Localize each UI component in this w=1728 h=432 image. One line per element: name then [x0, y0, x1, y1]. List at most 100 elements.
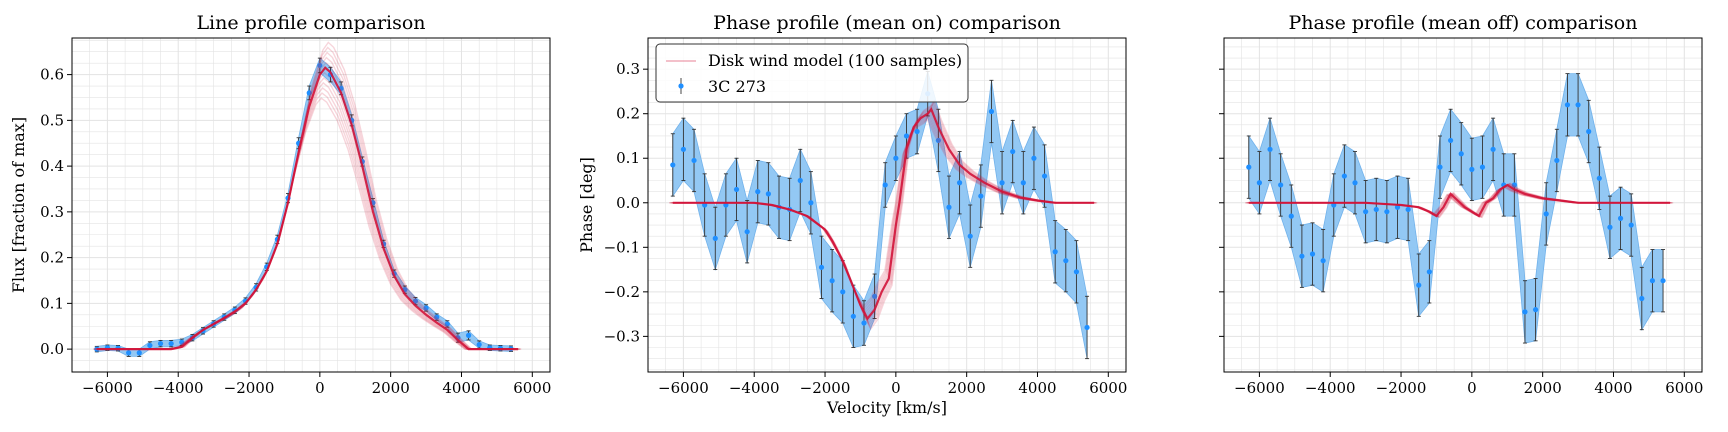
model-line: [672, 107, 1095, 321]
data-point: [1554, 157, 1560, 164]
data-point: [1416, 282, 1422, 288]
x-tick-label: −2000: [1376, 379, 1427, 397]
data-point: [978, 193, 984, 199]
data-point: [988, 108, 995, 115]
axes: −6000 −4000 −2000 0 2000 4000 6000 0.0 0.1 0.2 0.3…: [40, 66, 551, 397]
chart-panel-3: −6000 −4000 −2000 0 2000 4000 6000 Phase profil…: [1219, 12, 1703, 397]
data-point: [1384, 209, 1390, 215]
data-point: [797, 177, 803, 184]
data-point: [818, 264, 825, 270]
error-band: [672, 69, 1088, 359]
data-point: [967, 233, 973, 239]
data-point: [893, 155, 899, 161]
data-point: [1575, 102, 1581, 108]
data-point: [1405, 206, 1411, 213]
data-point: [1543, 211, 1549, 217]
data-point: [1490, 146, 1496, 152]
x-tick-label: 0: [1467, 379, 1477, 397]
data-point: [808, 200, 814, 206]
data-point: [1586, 128, 1592, 135]
x-tick-label: −6000: [82, 379, 133, 397]
y-tick-label: 0.1: [616, 149, 640, 167]
data-point: [946, 204, 952, 210]
x-axis-label: Velocity [km/s]: [826, 398, 947, 417]
y-tick-label: −0.1: [604, 238, 640, 256]
x-tick-label: 6000: [1665, 379, 1703, 397]
x-tick-label: 2000: [948, 379, 986, 397]
y-tick-label: 0.6: [40, 66, 64, 84]
x-tick-label: 4000: [1018, 379, 1056, 397]
data-point: [903, 133, 910, 139]
data-point: [1479, 164, 1486, 170]
x-tick-label: −2000: [224, 379, 275, 397]
data-point: [1522, 309, 1528, 315]
data-point: [1073, 269, 1080, 275]
y-tick-label: 0.0: [40, 340, 64, 358]
data-point: [1511, 182, 1517, 188]
data-point: [956, 180, 963, 186]
data-point: [1607, 224, 1613, 230]
data-point: [126, 350, 132, 356]
data-point: [1437, 164, 1443, 170]
data-point: [1063, 258, 1069, 264]
data-point: [1352, 180, 1358, 186]
data-point: [712, 235, 718, 241]
x-tick-label: 4000: [1594, 379, 1632, 397]
data-point: [1041, 173, 1048, 179]
data-point: [1373, 206, 1379, 213]
plot-area: [93, 41, 522, 357]
data-point: [434, 314, 440, 320]
x-tick-label: 2000: [1524, 379, 1562, 397]
data-point: [1458, 151, 1464, 157]
chart-panel-2: −6000 −4000 −2000 0 2000 4000 6000 −0.3 −0.2 −0.1…: [577, 12, 1127, 417]
plot-area: [1245, 73, 1674, 344]
y-tick-label: 0.4: [40, 157, 64, 175]
data-point: [1639, 295, 1645, 302]
data-point: [765, 191, 771, 197]
data-point: [1363, 209, 1369, 215]
y-tick-label: 0.1: [40, 294, 64, 312]
data-point: [1320, 258, 1326, 264]
data-point: [1448, 137, 1454, 144]
data-point: [1052, 249, 1058, 255]
axes-frame: [1223, 37, 1703, 373]
data-point: [1341, 173, 1347, 179]
data-point: [882, 182, 888, 188]
model-line: [96, 66, 519, 351]
data-point: [914, 128, 920, 135]
x-tick-label: 4000: [442, 379, 480, 397]
axes: −6000 −4000 −2000 0 2000 4000 6000 −0.3 −0.2 −0.1…: [604, 60, 1128, 397]
x-tick-label: −4000: [153, 379, 204, 397]
data-point: [168, 341, 174, 347]
x-tick-label: 0: [315, 379, 325, 397]
data-point: [1031, 155, 1037, 161]
y-tick-label: 0.3: [40, 203, 64, 221]
chart-panel-1: −6000 −4000 −2000 0 2000 4000 6000 0.0 0.1 0.2 0.3…: [9, 12, 551, 397]
x-tick-label: −6000: [1234, 379, 1285, 397]
data-point: [1020, 180, 1026, 186]
y-tick-label: 0.3: [616, 60, 640, 78]
y-tick-label: −0.2: [604, 283, 640, 301]
data-point: [1564, 102, 1571, 108]
axes: −6000 −4000 −2000 0 2000 4000 6000: [1219, 68, 1703, 397]
data-point: [412, 298, 419, 304]
x-tick-label: 2000: [372, 379, 410, 397]
chart-title: Phase profile (mean off) comparison: [1289, 12, 1638, 34]
data-point: [1010, 148, 1016, 155]
data-point: [1532, 307, 1539, 313]
y-tick-label: 0.5: [40, 111, 64, 129]
data-point: [755, 189, 761, 195]
data-point: [829, 278, 835, 284]
data-point: [1628, 222, 1634, 228]
x-tick-label: −2000: [800, 379, 851, 397]
data-point: [1649, 278, 1656, 284]
data-point: [733, 186, 740, 193]
data-point: [1299, 253, 1305, 259]
model-line: [1248, 183, 1671, 218]
data-point: [465, 332, 472, 338]
data-point: [999, 180, 1005, 186]
axes-frame: [647, 37, 1127, 373]
data-point: [1660, 278, 1666, 284]
legend-entry-model: Disk wind model (100 samples): [708, 51, 962, 70]
y-tick-label: 0.2: [40, 249, 64, 267]
